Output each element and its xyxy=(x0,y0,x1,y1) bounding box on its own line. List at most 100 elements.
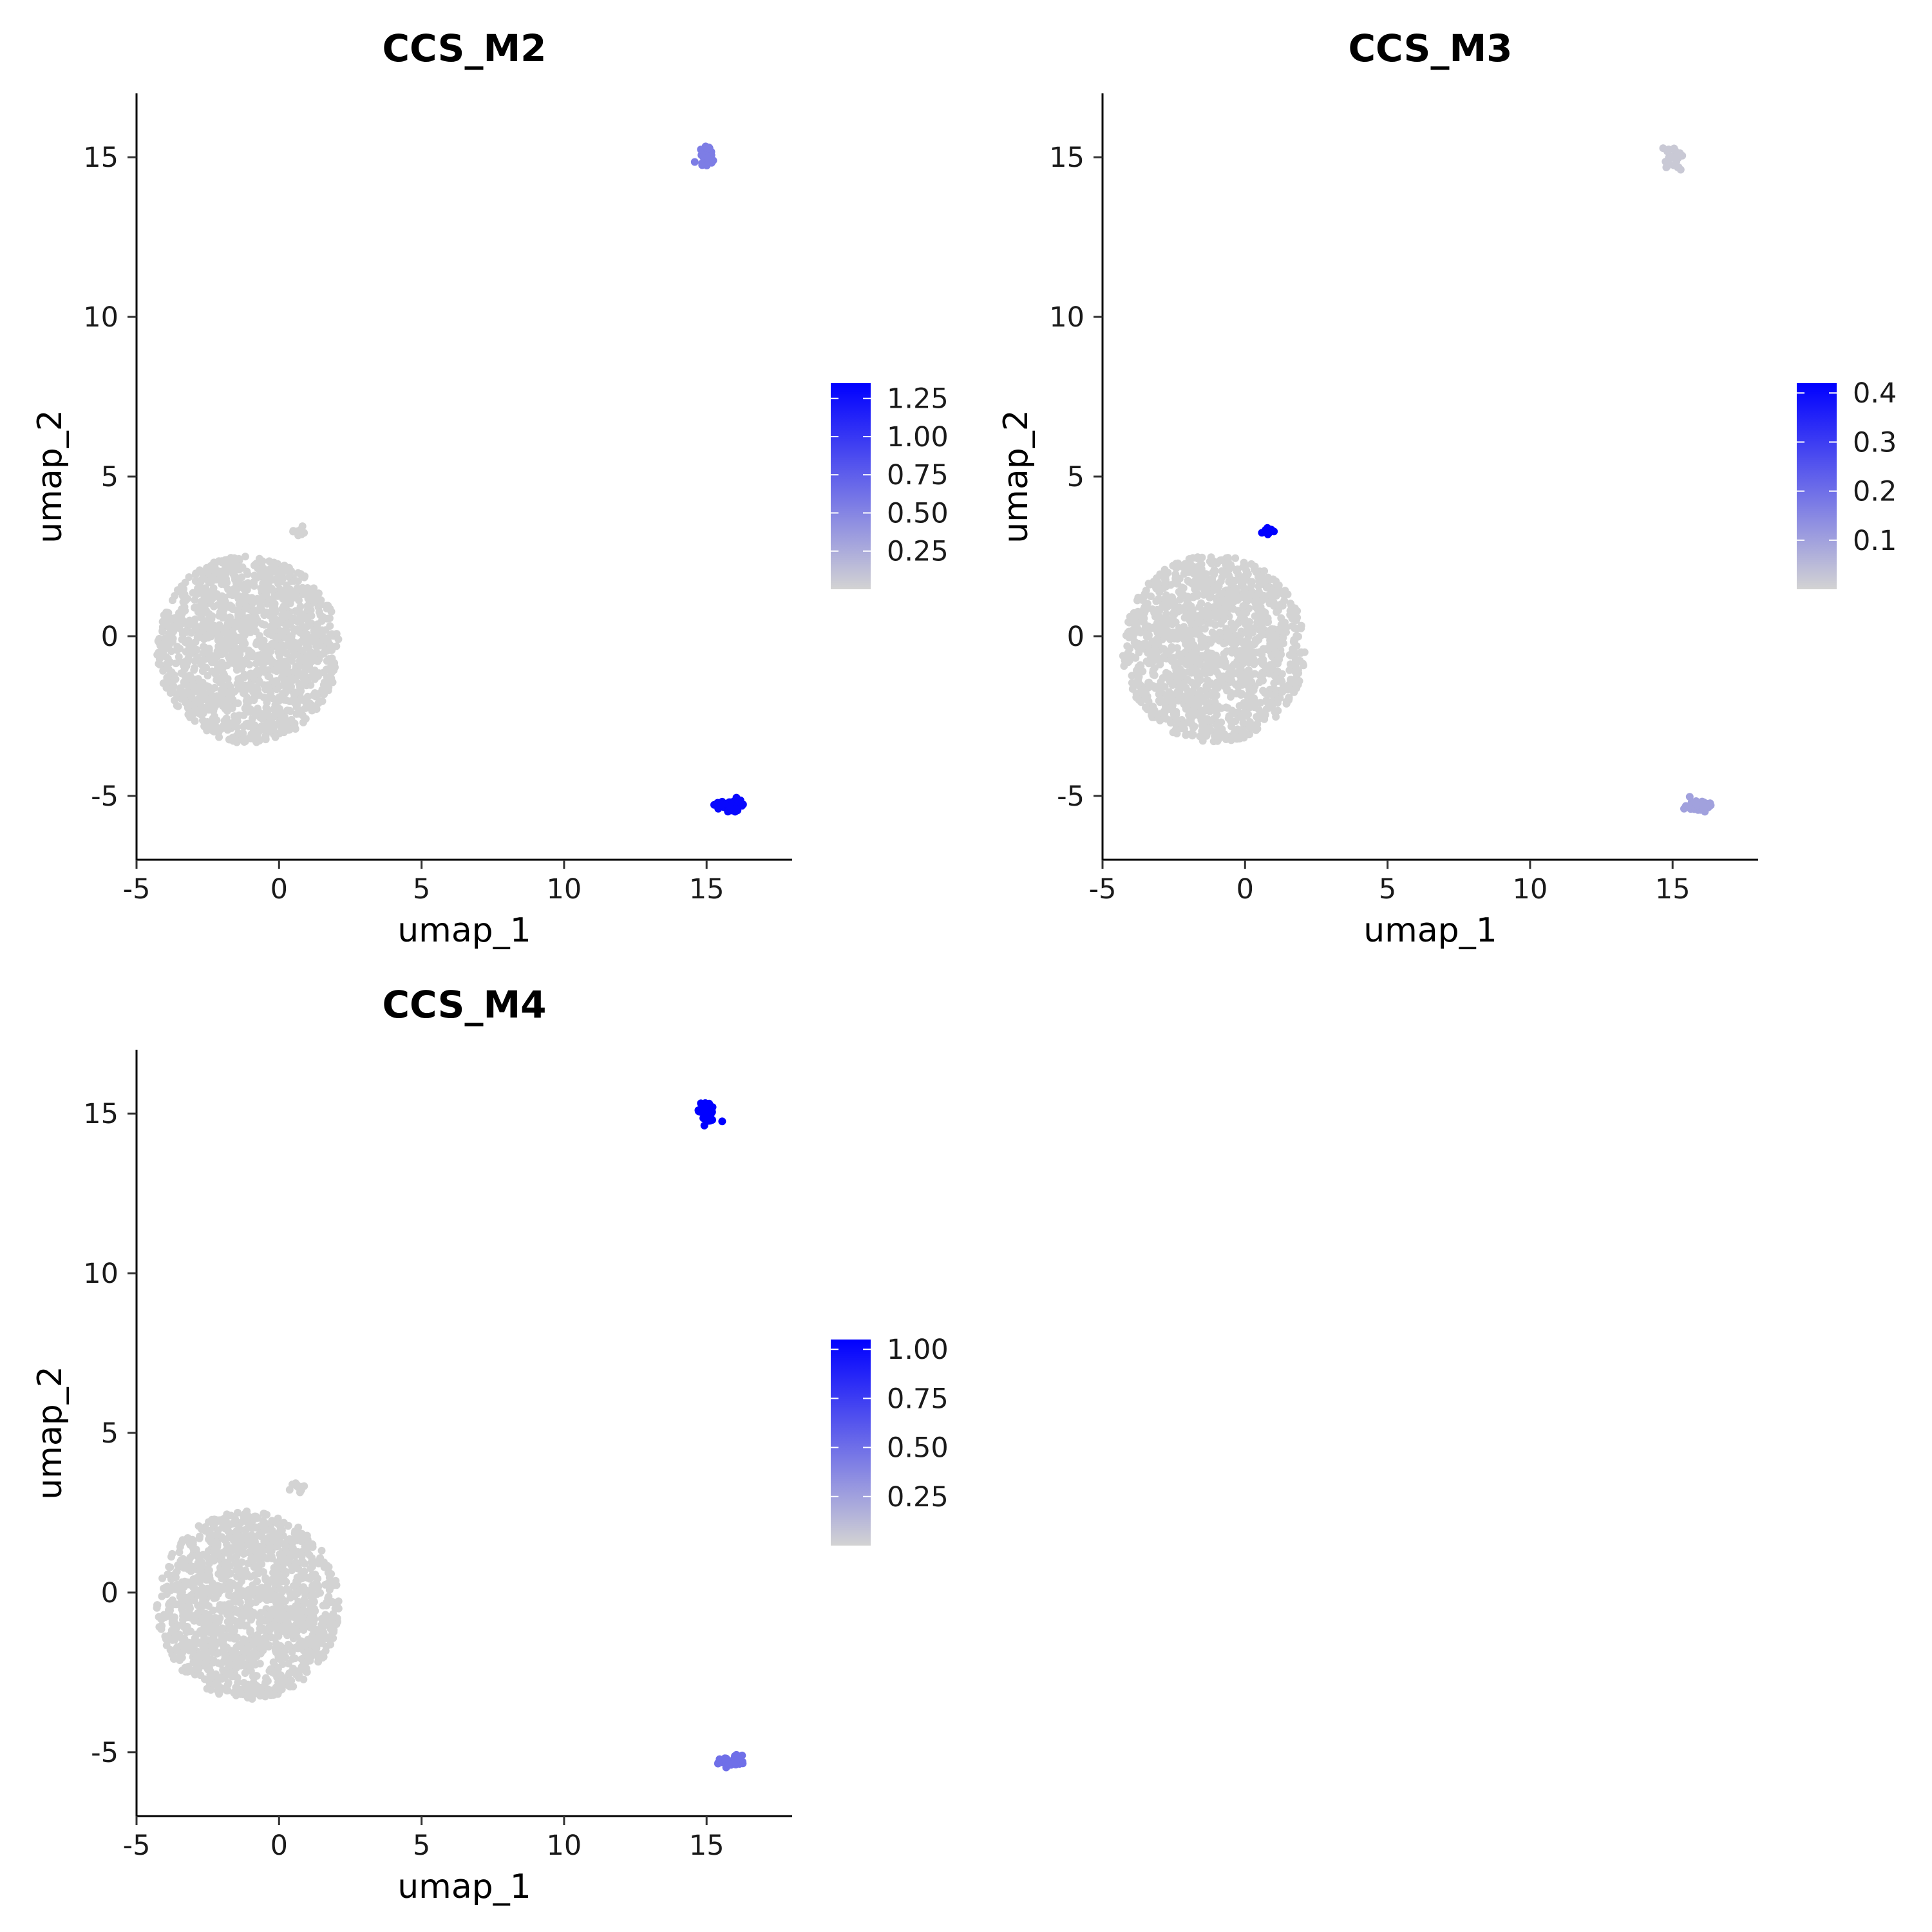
data-point xyxy=(270,658,278,667)
data-point xyxy=(263,706,271,714)
data-point xyxy=(261,1595,269,1603)
data-point xyxy=(259,592,267,601)
data-point xyxy=(211,670,220,678)
data-point xyxy=(225,735,233,744)
data-point xyxy=(270,1533,278,1541)
data-point xyxy=(289,1590,297,1598)
data-point xyxy=(185,1638,193,1647)
data-point xyxy=(204,718,211,726)
data-point xyxy=(327,666,336,674)
data-point xyxy=(232,585,240,594)
data-point xyxy=(235,650,243,658)
data-point xyxy=(155,1613,163,1621)
data-point xyxy=(277,1648,285,1656)
data-point xyxy=(196,1566,204,1575)
data-point xyxy=(1670,144,1678,153)
data-point xyxy=(1291,636,1299,645)
data-point xyxy=(256,1522,265,1530)
data-point xyxy=(279,1609,287,1617)
data-point xyxy=(307,1610,315,1618)
y-axis-label: umap_2 xyxy=(31,1366,70,1500)
data-point xyxy=(299,681,308,689)
data-point xyxy=(1255,581,1264,589)
colorbar-tick-label: 0.75 xyxy=(887,459,949,491)
data-point xyxy=(245,646,253,654)
data-point xyxy=(1155,687,1164,696)
data-point xyxy=(258,620,267,628)
data-point xyxy=(1190,707,1198,715)
data-point xyxy=(293,1643,301,1651)
data-point xyxy=(189,589,197,597)
x-tick-label: 0 xyxy=(270,1830,288,1862)
data-point xyxy=(1196,732,1204,741)
data-point xyxy=(1160,645,1168,653)
data-point xyxy=(172,1573,180,1582)
data-point xyxy=(1280,618,1288,627)
data-point xyxy=(174,1622,182,1630)
data-point xyxy=(240,1550,248,1558)
cluster-2 xyxy=(694,1099,726,1130)
colorbar-tick-label: 0.1 xyxy=(1853,525,1897,557)
data-point xyxy=(294,1483,303,1492)
data-point xyxy=(270,602,278,611)
data-point xyxy=(203,682,211,690)
data-point xyxy=(215,733,223,741)
data-point xyxy=(240,738,249,746)
data-point xyxy=(296,1548,305,1557)
x-tick-label: -5 xyxy=(123,873,151,905)
data-point xyxy=(324,1579,332,1587)
data-point xyxy=(1255,634,1263,642)
data-point xyxy=(270,1690,278,1699)
data-point xyxy=(315,669,323,677)
data-point xyxy=(1207,553,1215,562)
data-point xyxy=(219,593,227,601)
y-tick-label: 15 xyxy=(83,142,118,174)
x-axis-label: umap_1 xyxy=(397,1868,531,1906)
data-point xyxy=(300,585,308,594)
data-point xyxy=(245,661,254,668)
data-point xyxy=(196,1560,204,1568)
data-point xyxy=(1209,665,1217,673)
data-point xyxy=(176,684,184,692)
data-point xyxy=(265,693,273,701)
data-point xyxy=(212,1547,220,1555)
data-point xyxy=(309,691,317,699)
data-point xyxy=(218,1584,227,1593)
y-tick-label: 5 xyxy=(101,1417,118,1450)
data-point xyxy=(294,1671,303,1680)
data-point xyxy=(1273,667,1282,676)
data-point xyxy=(185,671,194,679)
data-point xyxy=(1270,659,1278,667)
data-point xyxy=(285,726,293,734)
data-point xyxy=(267,1552,276,1560)
data-point xyxy=(221,581,229,589)
data-point xyxy=(306,1575,314,1583)
data-point xyxy=(1160,565,1169,574)
data-point xyxy=(261,735,270,744)
data-point xyxy=(1145,659,1153,667)
data-point xyxy=(721,1754,729,1763)
data-point xyxy=(270,705,278,714)
data-point xyxy=(290,667,299,676)
data-point xyxy=(205,1535,213,1544)
colorbar-tick-label: 1.00 xyxy=(887,1334,949,1366)
data-point xyxy=(1279,634,1287,642)
data-point xyxy=(1152,584,1160,592)
data-point xyxy=(1206,717,1215,725)
data-point xyxy=(260,1510,269,1518)
data-point xyxy=(267,647,275,656)
data-point xyxy=(268,631,276,639)
data-point xyxy=(323,673,331,681)
data-point xyxy=(1159,674,1167,682)
data-point xyxy=(181,578,189,587)
data-point xyxy=(1208,575,1217,583)
data-point xyxy=(250,578,258,586)
data-point xyxy=(1177,632,1186,640)
data-point xyxy=(281,657,290,665)
data-point xyxy=(171,696,178,705)
data-point xyxy=(256,1619,263,1627)
colorbar-tick-label: 0.4 xyxy=(1853,377,1897,410)
data-point xyxy=(295,662,303,670)
cluster-3 xyxy=(714,1750,747,1772)
data-point xyxy=(308,706,316,715)
